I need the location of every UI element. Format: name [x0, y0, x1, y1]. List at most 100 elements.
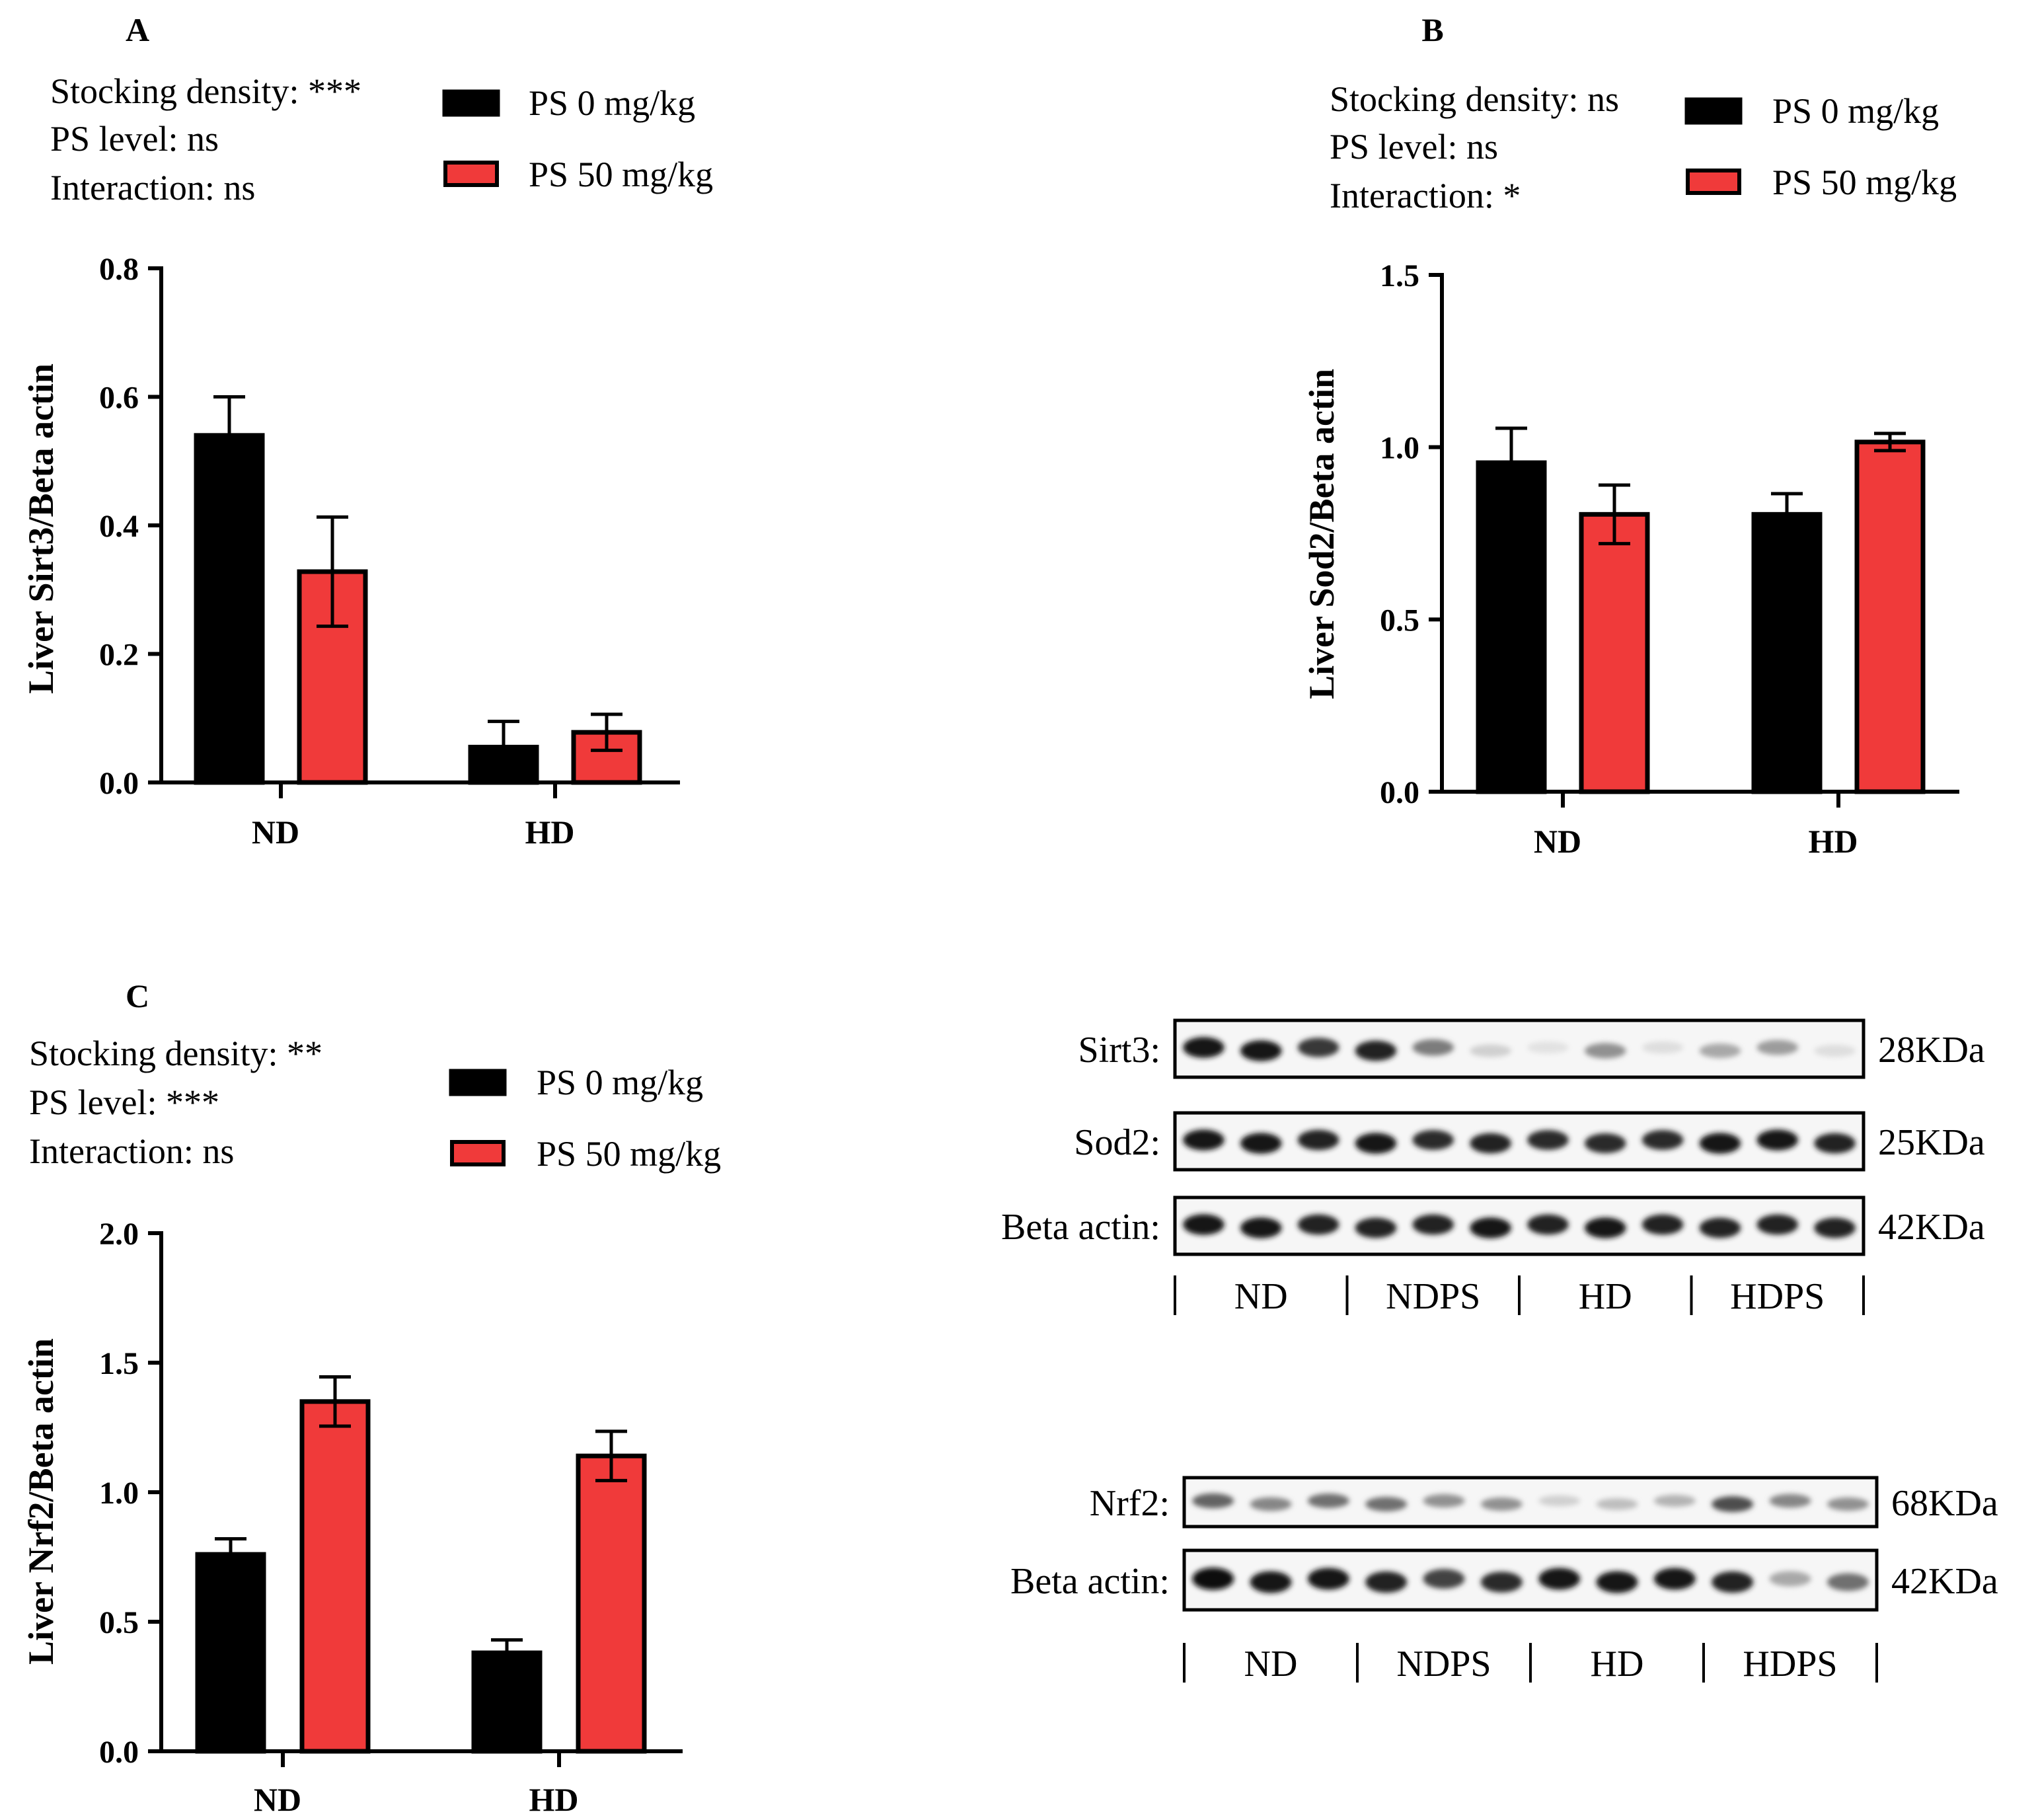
blot-band — [1584, 1043, 1626, 1059]
blot-kda-label: 25KDa — [1878, 1122, 1985, 1163]
bar-ps0-nd — [1476, 460, 1547, 794]
blot-band — [1596, 1498, 1638, 1510]
blot-band — [1297, 1129, 1339, 1151]
legend-swatch-ps50 — [450, 1140, 506, 1166]
blot-frame — [1182, 1548, 1879, 1612]
legend-swatch-ps0 — [1684, 97, 1743, 125]
legend-label-ps50: PS 50 mg/kg — [1772, 163, 1957, 202]
y-tick-label: 2.0 — [99, 1217, 139, 1252]
blot-band — [1827, 1573, 1869, 1591]
legend: PS 0 mg/kg PS 50 mg/kg — [449, 1063, 721, 1174]
y-tick-label: 0.0 — [99, 766, 139, 801]
x-category-label: ND — [252, 814, 299, 851]
blot-band — [1250, 1497, 1292, 1511]
blot-band — [1756, 1129, 1799, 1151]
bar-ps50-nd — [1579, 512, 1650, 794]
blot-band — [1827, 1497, 1869, 1511]
stat-interaction: Interaction: * — [1330, 176, 1521, 215]
stat-ps-level: PS level: ns — [50, 119, 219, 159]
blot-band — [1470, 1133, 1511, 1154]
y-tick-label: 0.5 — [99, 1605, 139, 1640]
blot-band — [1538, 1568, 1581, 1590]
blot-band — [1699, 1133, 1741, 1154]
y-axis-label: Liver Sirt3/Beta actin — [21, 363, 61, 694]
blot-group-label: NDPS — [1386, 1276, 1480, 1317]
blot-band — [1307, 1568, 1349, 1590]
blot-band — [1641, 1214, 1684, 1235]
panel-letter: B — [1421, 11, 1443, 48]
stat-ps-level: PS level: *** — [29, 1082, 219, 1122]
stat-stocking-density: Stocking density: ns — [1330, 79, 1619, 119]
blot-band — [1699, 1043, 1741, 1058]
blot-group-label: ND — [1234, 1276, 1288, 1317]
blot-band — [1355, 1133, 1397, 1154]
panel-c: C Stocking density: ** PS level: *** Int… — [21, 977, 721, 1818]
blot-band — [1412, 1039, 1454, 1056]
stat-ps-level: PS level: ns — [1330, 127, 1498, 167]
y-tick-label: 0.6 — [99, 381, 139, 416]
blot-row-label: Nrf2: — [1090, 1483, 1170, 1524]
blot-band — [1584, 1133, 1626, 1153]
blot-band — [1538, 1495, 1581, 1507]
bar-ps0-hd — [471, 1650, 543, 1754]
blot-band — [1470, 1044, 1511, 1057]
panel-letter: A — [126, 11, 149, 48]
blot-band — [1240, 1133, 1282, 1154]
blot-band — [1756, 1040, 1799, 1055]
blot-band — [1470, 1217, 1511, 1238]
blot-band — [1527, 1130, 1569, 1150]
stat-interaction: Interaction: ns — [29, 1131, 234, 1171]
blot-band — [1250, 1571, 1292, 1593]
blot-band — [1527, 1041, 1569, 1054]
panel-b: B Stocking density: ns PS level: ns Inte… — [1302, 11, 1959, 860]
legend-label-ps50: PS 50 mg/kg — [537, 1134, 721, 1174]
blot-band — [1769, 1571, 1811, 1587]
bar-ps50-hd — [571, 730, 642, 785]
blot-row-label: Sirt3: — [1078, 1030, 1160, 1071]
legend-swatch-ps0 — [442, 89, 500, 117]
legend-label-ps0: PS 0 mg/kg — [529, 83, 695, 123]
y-tick-label: 0.8 — [99, 252, 139, 287]
y-tick-label: 0.2 — [99, 638, 139, 673]
legend: PS 0 mg/kg PS 50 mg/kg — [1684, 91, 1957, 202]
y-tick-label: 1.0 — [1380, 431, 1419, 466]
blot-band — [1183, 1129, 1225, 1151]
legend: PS 0 mg/kg PS 50 mg/kg — [442, 83, 713, 194]
blot-band — [1814, 1217, 1856, 1238]
blot-band — [1412, 1214, 1454, 1235]
blot-band — [1297, 1038, 1339, 1057]
y-tick-label: 0.4 — [99, 509, 139, 544]
bar-ps0-hd — [468, 745, 539, 785]
blot-band — [1712, 1571, 1754, 1593]
legend-swatch-ps50 — [1686, 169, 1741, 195]
blot-band — [1480, 1572, 1523, 1593]
x-category-label: HD — [1809, 823, 1858, 860]
blot-top: Sirt3: 28KDa Sod2: 25KDa Beta actin: 42KDa ND N… — [1001, 1018, 1985, 1317]
legend-swatch-ps0 — [449, 1069, 507, 1096]
y-tick-label: 0.0 — [99, 1735, 139, 1770]
bar-ps50-hd — [1854, 439, 1926, 794]
blot-kda-label: 28KDa — [1878, 1030, 1985, 1071]
bar-ps0-nd — [194, 433, 265, 785]
blot-band — [1653, 1568, 1696, 1590]
blot-band — [1412, 1130, 1454, 1150]
blot-row-label: Beta actin: — [1010, 1561, 1170, 1602]
blot-band — [1192, 1568, 1234, 1590]
blot-band — [1769, 1494, 1811, 1508]
x-category-label: HD — [529, 1781, 579, 1818]
panel-a: A Stocking density: *** PS level: ns Int… — [21, 11, 713, 851]
blot-band — [1355, 1217, 1397, 1238]
blot-band — [1480, 1497, 1523, 1511]
blot-frame — [1182, 1476, 1879, 1529]
x-category-label: HD — [525, 814, 575, 851]
blot-group-label: NDPS — [1396, 1644, 1491, 1685]
legend-label-ps50: PS 50 mg/kg — [529, 155, 713, 194]
y-tick-label: 1.5 — [1380, 258, 1419, 293]
y-tick-label: 0.5 — [1380, 603, 1419, 638]
blot-group-label: HDPS — [1730, 1276, 1825, 1317]
blot-band — [1355, 1040, 1397, 1061]
stat-interaction: Interaction: ns — [50, 168, 255, 208]
blot-frame — [1173, 1111, 1866, 1172]
y-axis-label: Liver Nrf2/Beta actin — [21, 1338, 61, 1665]
